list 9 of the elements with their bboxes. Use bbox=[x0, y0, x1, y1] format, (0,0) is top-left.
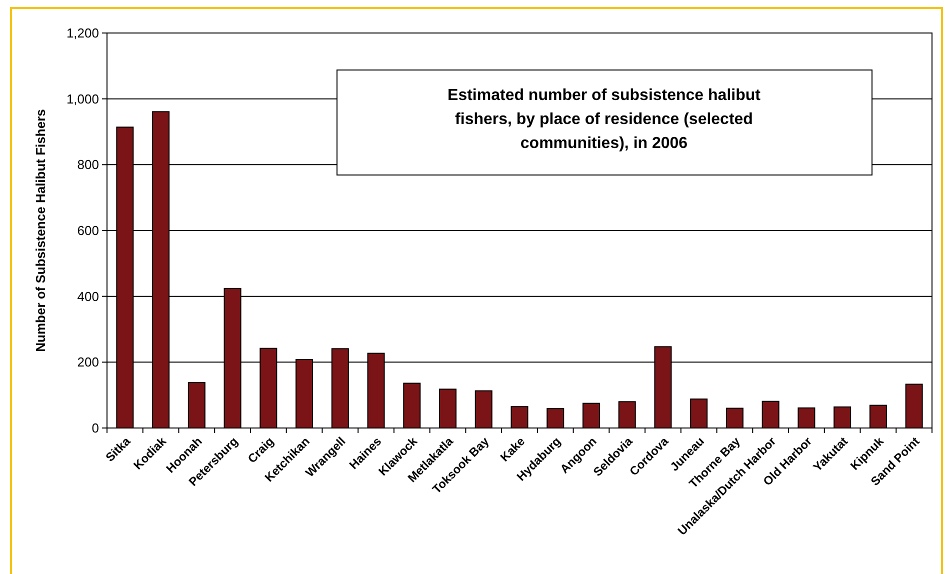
y-tick-label: 400 bbox=[77, 288, 99, 304]
y-tick-label: 1,000 bbox=[66, 91, 99, 106]
y-axis-title: Number of Subsistence Halibut Fishers bbox=[33, 109, 48, 352]
y-tick-label: 1,200 bbox=[66, 26, 99, 41]
y-tick-label: 200 bbox=[77, 354, 99, 370]
y-tick-label: 600 bbox=[77, 223, 99, 238]
y-tick-label: 0 bbox=[92, 420, 99, 436]
title-box: Estimated number of subsistence halibut fishers, by place of residence (selected communities), in 2006 bbox=[336, 70, 872, 176]
y-tick-label: 800 bbox=[77, 157, 99, 172]
